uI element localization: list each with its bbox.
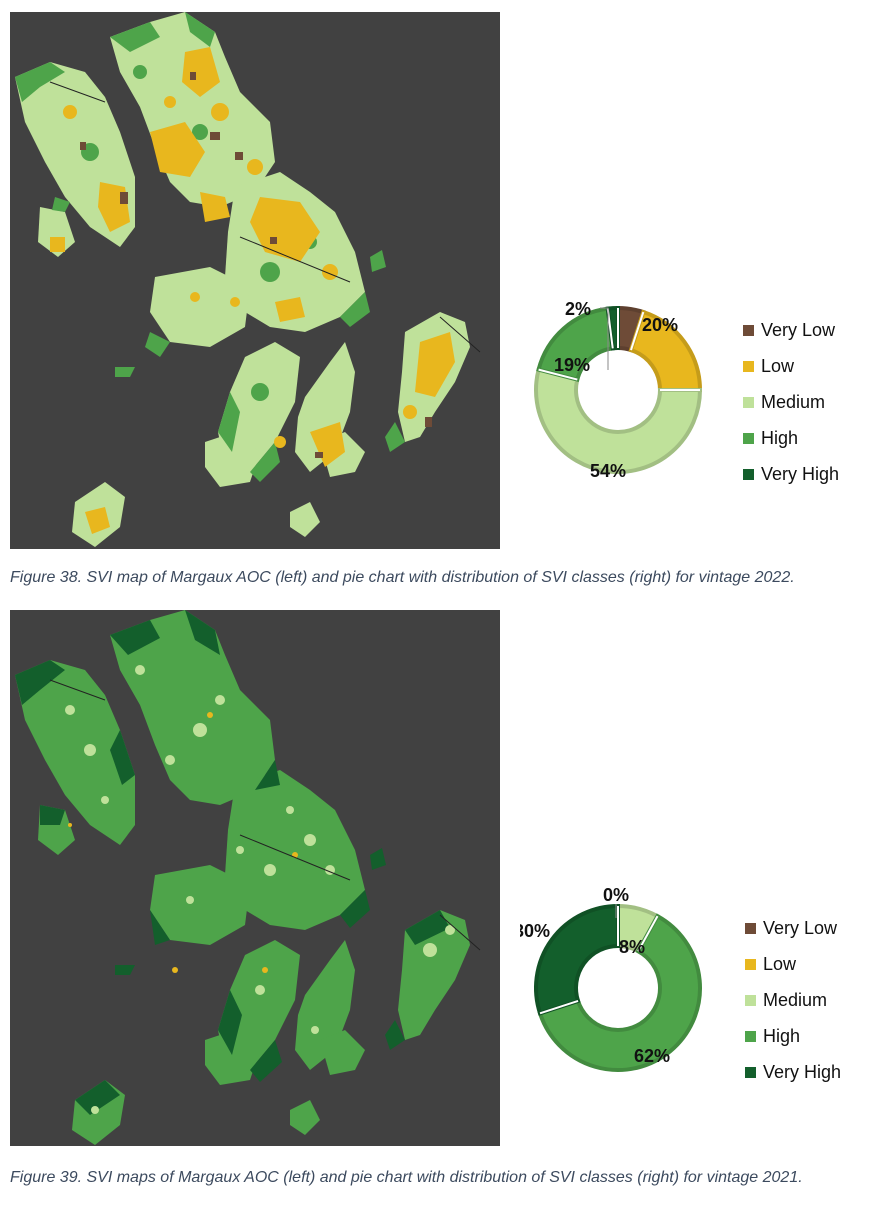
- data-label-very-low: 0%: [603, 888, 629, 905]
- svi-map-2021: [10, 610, 500, 1146]
- legend-label: Medium: [761, 391, 826, 412]
- legend-label: Very Low: [761, 319, 836, 340]
- legend-label: Very Low: [763, 917, 838, 938]
- legend-swatch: [745, 1066, 756, 1078]
- legend-swatch: [743, 360, 754, 372]
- legend-label: Low: [761, 355, 795, 376]
- legend-label: Very High: [763, 1061, 842, 1082]
- donut-separator: [539, 1000, 579, 1015]
- legend-swatch: [745, 922, 756, 934]
- data-label-very-high: 30%: [520, 921, 550, 941]
- donut-slice-high: [537, 913, 702, 1072]
- legend-item-very-high: Very High: [745, 1054, 841, 1090]
- legend-item-high: High: [745, 1018, 841, 1054]
- legend-item-very-high: Very High: [743, 456, 839, 492]
- svi-donut-2021: 0% 8% 62% 30%: [520, 888, 702, 1072]
- legend-item-medium: Medium: [745, 982, 841, 1018]
- legend-swatch: [743, 396, 754, 408]
- legend-label: Medium: [763, 989, 828, 1010]
- legend-item-medium: Medium: [743, 384, 839, 420]
- legend-swatch: [745, 1030, 756, 1042]
- legend-2022: Very Low Low Medium High Very High: [743, 312, 839, 492]
- data-label-high: 62%: [634, 1046, 670, 1066]
- legend-item-low: Low: [743, 348, 839, 384]
- leader-line: [600, 307, 609, 370]
- data-label-high: 19%: [554, 355, 590, 375]
- data-label-medium: 8%: [619, 937, 645, 957]
- legend-swatch: [743, 324, 754, 336]
- donut-slice-very-high: [534, 903, 620, 1016]
- legend-swatch: [745, 994, 756, 1006]
- legend-item-low: Low: [745, 946, 841, 982]
- legend-item-very-low: Very Low: [745, 910, 841, 946]
- figure-caption-39: Figure 39. SVI maps of Margaux AOC (left…: [10, 1169, 803, 1186]
- legend-swatch: [743, 432, 754, 444]
- data-label-very-high: 2%: [565, 299, 591, 319]
- legend-label: Low: [763, 953, 797, 974]
- donut-separator: [637, 915, 659, 952]
- svi-donut-2022: 20% 54% 19% 2%: [534, 299, 703, 481]
- legend-label: Very High: [761, 463, 840, 484]
- legend-swatch: [743, 468, 754, 480]
- donut-slice-medium: [534, 367, 703, 474]
- svi-map-2022: [10, 12, 500, 549]
- legend-item-very-low: Very Low: [743, 312, 839, 348]
- data-label-low: 20%: [642, 315, 678, 335]
- donut-separator: [606, 308, 614, 349]
- legend-item-high: High: [743, 420, 839, 456]
- legend-label: High: [763, 1025, 801, 1046]
- donut-separator: [630, 311, 645, 351]
- data-label-medium: 54%: [590, 461, 626, 481]
- legend-swatch: [745, 958, 756, 970]
- legend-2021: Very Low Low Medium High Very High: [745, 910, 841, 1090]
- figure-caption-38: Figure 38. SVI map of Margaux AOC (left)…: [10, 569, 795, 586]
- legend-label: High: [761, 427, 799, 448]
- donut-separator: [538, 368, 578, 381]
